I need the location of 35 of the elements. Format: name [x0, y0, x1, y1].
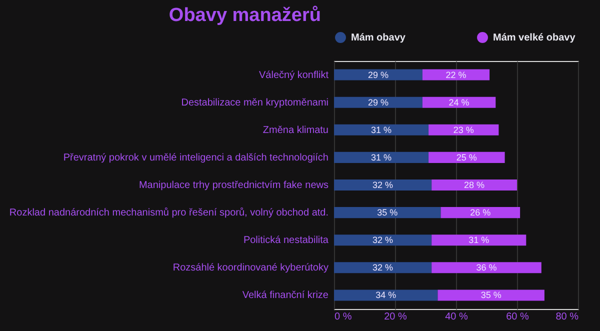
data-label: 36 %	[476, 262, 497, 273]
y-tick-label: Politická nestabilita	[243, 235, 329, 246]
x-tick-label: 0 %	[334, 312, 352, 322]
legend-label: Mám obavy	[351, 32, 406, 44]
data-label: 22 %	[446, 70, 466, 80]
data-label: 25 %	[456, 152, 477, 162]
data-label: 35 %	[480, 290, 502, 300]
y-tick-label: Velká finanční krize	[242, 290, 329, 302]
y-tick-label: Válečný konflikt	[259, 70, 329, 81]
chart-title: Obavy manažerů	[168, 5, 321, 26]
data-label: 29 %	[368, 70, 388, 80]
y-tick-label: Rozsáhlé koordinované kyberútoky	[172, 262, 328, 274]
y-tick-label: Změna klimatu	[262, 124, 328, 136]
x-tick-label: 60 %	[506, 312, 530, 322]
x-tick-label: 40 %	[445, 312, 468, 322]
x-tick-label: 20 %	[384, 312, 408, 322]
y-tick-label: Převratný pokrok v umělé inteligenci a dalších technologiích	[63, 152, 328, 164]
data-label: 32 %	[372, 235, 394, 246]
data-label: 34 %	[376, 290, 396, 300]
data-label: 24 %	[448, 97, 470, 108]
data-label: 32 %	[372, 262, 394, 273]
y-tick-label: Manipulace trhy prostřednictvím fake news	[138, 180, 328, 191]
data-label: 31 %	[371, 152, 392, 162]
y-tick-label: Destabilizace měn kryptoměnami	[181, 97, 328, 108]
data-label: 35 %	[377, 208, 398, 218]
data-label: 28 %	[464, 180, 485, 190]
data-label: 32 %	[372, 180, 394, 190]
data-label: 31 %	[371, 124, 392, 135]
y-tick-label: Rozklad nadnárodních mechanismů pro řešení sporů, volný obchod atd.	[9, 206, 328, 219]
data-label: 29 %	[368, 97, 388, 108]
data-label: 23 %	[453, 124, 474, 135]
data-label: 26 %	[470, 208, 491, 218]
data-label: 31 %	[468, 235, 490, 246]
x-tick-label: 80 %	[556, 312, 579, 322]
legend-label: Mám velké obavy	[493, 32, 576, 44]
